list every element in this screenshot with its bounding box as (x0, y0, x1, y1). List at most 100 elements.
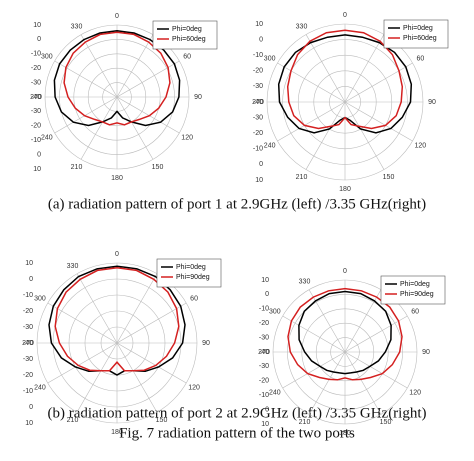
spoke (116, 342, 187, 384)
r-tick-label: -10 (23, 388, 33, 395)
r-tick-label: -20 (253, 68, 263, 75)
r-tick-label: -30 (23, 356, 33, 363)
legend-label: Phi=60deg (172, 36, 206, 43)
spoke (277, 62, 346, 103)
r-tick-label: -10 (259, 392, 269, 399)
r-tick-label: 0 (259, 36, 263, 43)
theta-tick-label: 210 (299, 419, 311, 426)
theta-tick-label: 0 (343, 268, 347, 275)
legend-label: Phi=60deg (403, 35, 437, 42)
theta-tick-label: 150 (156, 417, 168, 424)
r-tick-label: -40 (23, 340, 33, 347)
theta-tick-label: 240 (34, 384, 46, 391)
caption: (a) radiation pattern of port 1 at 2.9GH… (48, 196, 426, 212)
r-tick-label: -20 (23, 372, 33, 379)
pattern-line (298, 290, 392, 375)
theta-tick-label: 270 (22, 340, 34, 347)
r-tick-label: -30 (31, 79, 41, 86)
r-tick-label: 0 (259, 161, 263, 168)
spoke (116, 60, 180, 98)
r-tick-label: 0 (29, 276, 33, 283)
theta-tick-label: 180 (111, 429, 123, 436)
spoke (344, 351, 382, 415)
pattern-line (63, 31, 171, 126)
r-tick-label: 10 (255, 177, 263, 184)
theta-tick-label: 180 (339, 186, 351, 193)
spoke (277, 101, 346, 142)
theta-tick-label: 180 (111, 175, 123, 182)
theta-tick-label: 270 (252, 99, 264, 106)
r-tick-label: 0 (37, 151, 41, 158)
legend-label: Phi=0deg (172, 26, 202, 33)
legend-box (380, 275, 446, 305)
r-tick-label: -40 (259, 349, 269, 356)
theta-tick-label: 330 (299, 279, 311, 286)
theta-tick-label: 60 (416, 55, 424, 62)
theta-tick-label: 180 (339, 430, 351, 437)
legend-label: Phi=90deg (400, 291, 434, 298)
r-tick-label: -20 (253, 130, 263, 137)
theta-tick-label: 150 (152, 164, 164, 171)
r-tick-label: 0 (265, 291, 269, 298)
r-tick-label: 0 (265, 406, 269, 413)
r-tick-label: 10 (261, 277, 269, 284)
r-tick-label: -30 (31, 108, 41, 115)
r-tick-label: 10 (33, 166, 41, 173)
theta-tick-label: 60 (183, 53, 191, 60)
theta-tick-label: 240 (269, 389, 281, 396)
legend-label: Phi=0deg (176, 264, 206, 271)
r-tick-label: -20 (31, 123, 41, 130)
theta-tick-label: 60 (190, 295, 198, 302)
spoke (116, 96, 154, 160)
spoke (344, 315, 408, 353)
legend-box (152, 20, 218, 50)
theta-tick-label: 330 (71, 24, 83, 31)
spoke (116, 34, 154, 98)
spoke (54, 96, 118, 134)
legend-box (383, 19, 449, 49)
theta-tick-label: 120 (409, 389, 421, 396)
theta-tick-label: 270 (258, 349, 270, 356)
theta-tick-label: 90 (428, 99, 436, 106)
spoke (282, 351, 346, 389)
spoke (305, 101, 346, 170)
r-tick-label: -30 (259, 334, 269, 341)
r-tick-label: -20 (31, 65, 41, 72)
theta-tick-label: 270 (30, 94, 42, 101)
theta-tick-label: 60 (411, 308, 419, 315)
theta-tick-label: 120 (415, 142, 427, 149)
spoke (47, 342, 118, 384)
caption: (b) radiation pattern of port 2 at 2.9GH… (47, 405, 426, 421)
pattern-line (48, 265, 186, 376)
spoke (116, 342, 158, 413)
r-tick-label: -30 (23, 324, 33, 331)
spoke (54, 60, 118, 98)
r-tick-label: -40 (253, 99, 263, 106)
r-tick-label: -10 (23, 292, 33, 299)
r-tick-label: -10 (253, 146, 263, 153)
caption: Fig. 7 radiation pattern of the two port… (119, 425, 355, 441)
spoke (116, 302, 187, 344)
theta-tick-label: 150 (383, 174, 395, 181)
spoke (344, 62, 413, 103)
spoke (116, 96, 180, 134)
theta-tick-label: 330 (296, 23, 308, 30)
spoke (344, 101, 413, 142)
spoke (308, 351, 346, 415)
r-tick-label: 0 (29, 404, 33, 411)
r-tick-label: -10 (253, 52, 263, 59)
spoke (76, 342, 118, 413)
theta-tick-label: 0 (115, 251, 119, 258)
pattern-line (53, 30, 181, 127)
theta-tick-label: 120 (188, 384, 200, 391)
r-tick-label: 0 (37, 36, 41, 43)
legend-label: Phi=0deg (403, 25, 433, 32)
r-tick-label: -10 (259, 306, 269, 313)
theta-tick-label: 300 (34, 295, 46, 302)
theta-tick-label: 300 (264, 55, 276, 62)
theta-tick-label: 90 (194, 94, 202, 101)
pattern-line (286, 29, 404, 130)
theta-tick-label: 90 (202, 340, 210, 347)
theta-tick-label: 300 (41, 53, 53, 60)
